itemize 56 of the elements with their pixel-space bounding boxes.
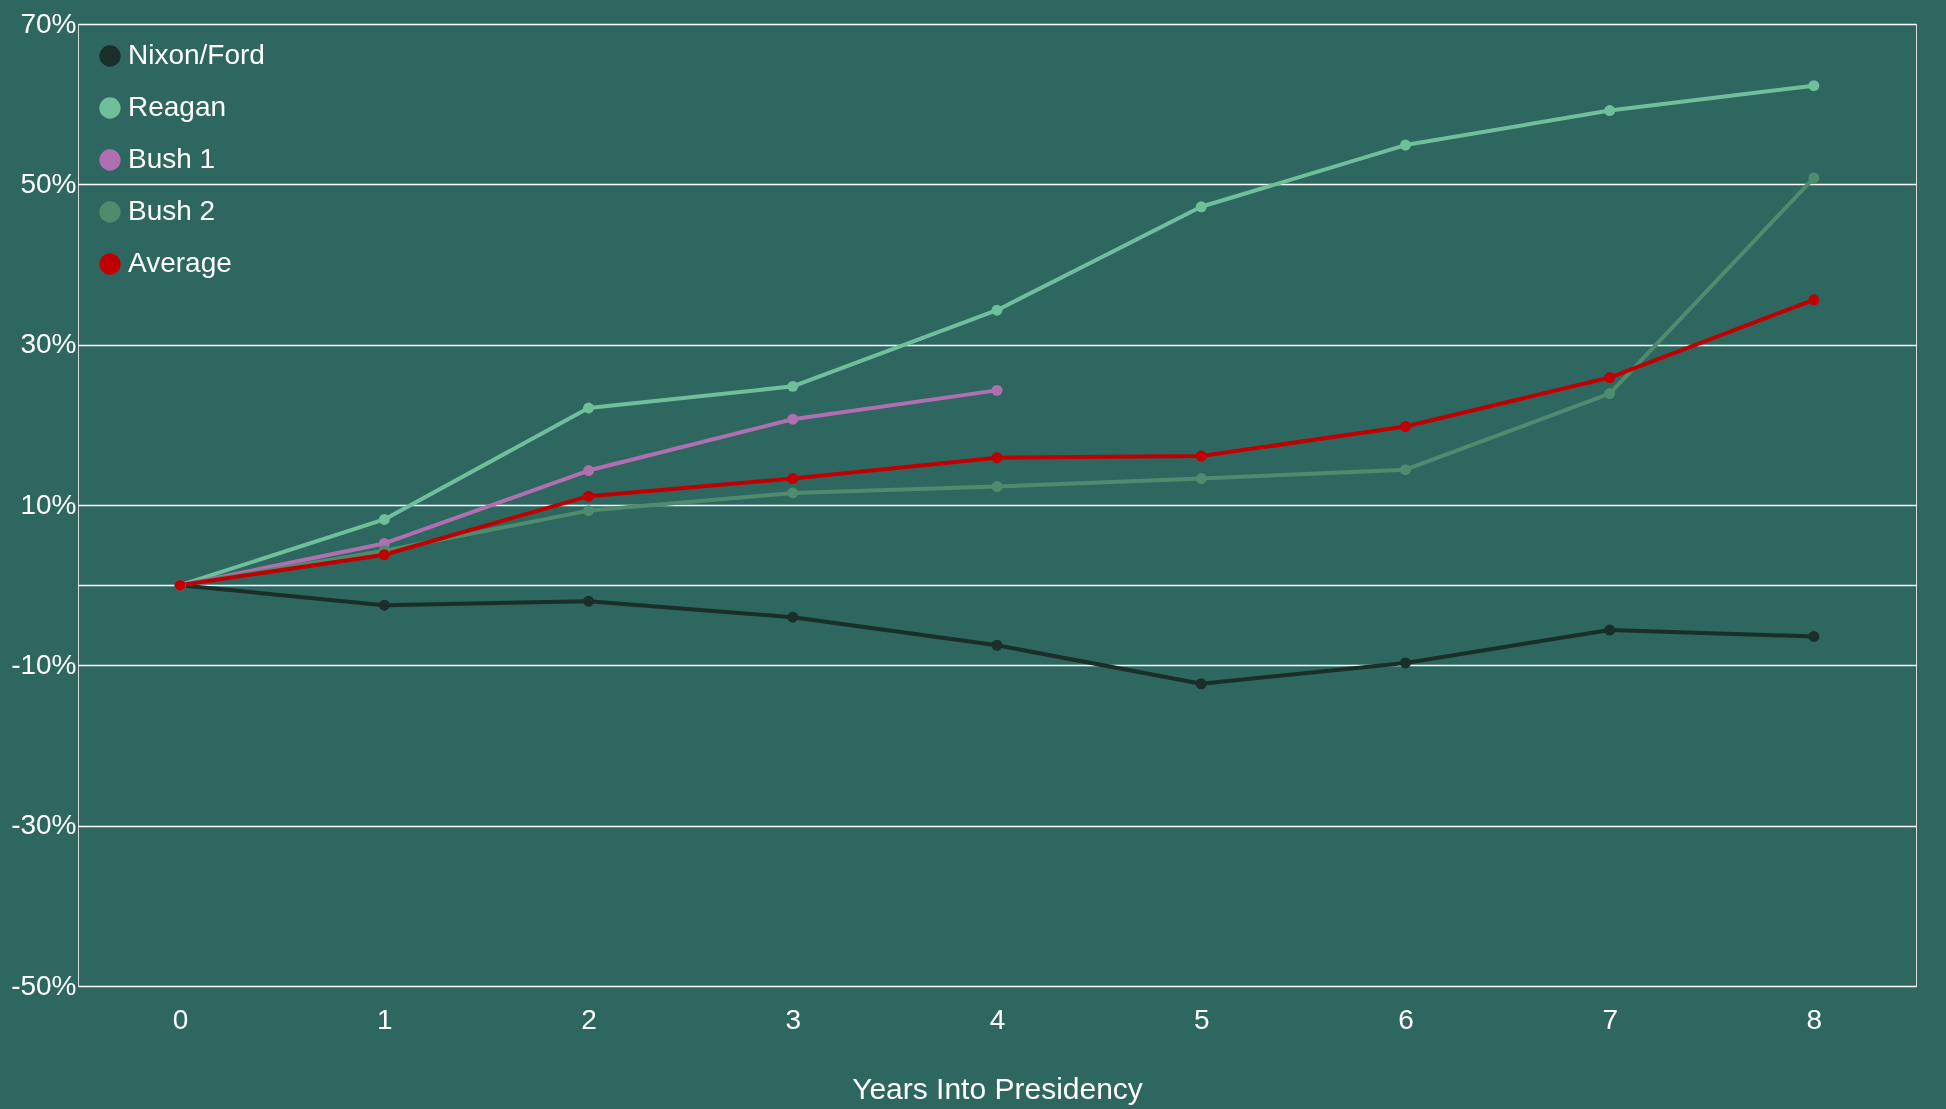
y-tick-label: 70% (20, 7, 77, 39)
x-tick-label: 0 (172, 1003, 189, 1035)
y-tick-label: -50% (11, 969, 77, 1001)
y-tick-label: 30% (20, 328, 77, 360)
point (583, 595, 595, 607)
x-tick-label: 3 (785, 1003, 802, 1035)
point (1808, 631, 1820, 642)
x-tick-label: 6 (1398, 1003, 1414, 1035)
x-tick-label: 4 (989, 1003, 1006, 1035)
point (991, 304, 1003, 316)
point (1808, 172, 1820, 184)
point (991, 639, 1003, 651)
point (787, 487, 799, 499)
point (1195, 450, 1207, 462)
x-axis-title: Years Into Presidency (852, 1071, 1143, 1105)
legend-label: Reagan (128, 91, 227, 122)
legend-label: Nixon/Ford (128, 39, 265, 70)
point (1808, 294, 1820, 306)
legend-label: Bush 1 (128, 143, 216, 174)
point (378, 513, 390, 525)
y-tick-label: 50% (20, 167, 77, 199)
point (1604, 372, 1616, 383)
point (1195, 678, 1207, 690)
point (1808, 80, 1820, 92)
x-tick-label: 5 (1193, 1003, 1210, 1035)
point (1195, 473, 1207, 485)
point (1399, 657, 1411, 669)
point (378, 549, 390, 561)
x-tick-label: 2 (581, 1003, 597, 1035)
y-tick-label: -10% (11, 648, 77, 680)
point (787, 380, 799, 392)
y-tick-label: -30% (11, 809, 77, 841)
point (1604, 105, 1616, 117)
x-tick-label: 7 (1602, 1003, 1618, 1035)
point (1399, 139, 1411, 151)
x-tick-label: 8 (1806, 1003, 1823, 1035)
point (991, 452, 1003, 464)
point (583, 465, 595, 476)
point (787, 611, 799, 623)
point (1399, 420, 1411, 432)
legend-label: Bush 2 (128, 195, 216, 226)
point (1399, 464, 1411, 476)
point (1604, 388, 1616, 400)
point (991, 384, 1003, 396)
point (583, 402, 595, 414)
point (583, 505, 595, 517)
point (1195, 201, 1207, 213)
point (583, 490, 595, 502)
legend-label: Average (128, 247, 232, 278)
y-tick-label: 10% (20, 488, 77, 520)
point (991, 481, 1003, 493)
point (787, 473, 799, 485)
x-tick-label: 1 (377, 1003, 393, 1035)
point (1604, 624, 1616, 636)
point (378, 599, 390, 611)
point (787, 413, 799, 425)
